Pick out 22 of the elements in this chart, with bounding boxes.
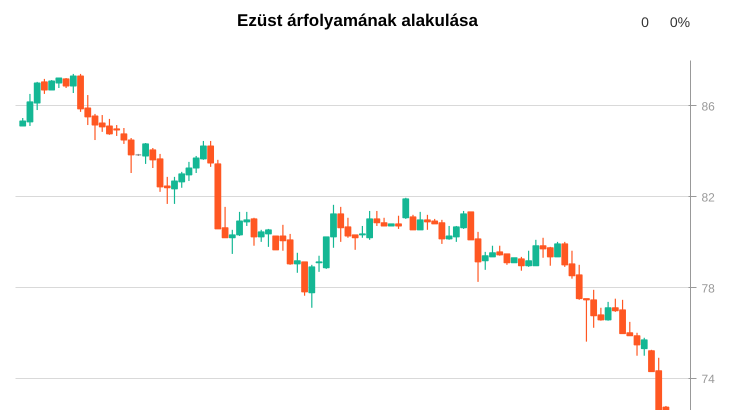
candlestick <box>402 197 410 220</box>
text: 0% <box>668 13 692 32</box>
candlestick <box>41 78 48 95</box>
candlestick <box>207 140 214 168</box>
candlestick <box>62 77 70 89</box>
candlestick <box>294 252 301 274</box>
candlestick <box>410 214 416 230</box>
candlestick <box>518 256 525 272</box>
candlestick <box>250 217 258 246</box>
y-tick-label: 82 <box>702 190 716 204</box>
candlestick <box>554 241 561 258</box>
y-tick-label: 86 <box>702 99 716 114</box>
candlestick <box>70 73 77 94</box>
y-tick-label: 78 <box>702 281 716 296</box>
candlestick <box>395 215 402 230</box>
y-tick-label: 74 <box>702 372 716 386</box>
candlestick <box>604 301 612 322</box>
candlestick <box>640 337 648 356</box>
candlestick <box>142 142 149 165</box>
text: 0 <box>640 13 650 32</box>
chart-title: Ezüst árfolyamának alakulása <box>237 11 478 30</box>
candlestick <box>416 211 424 230</box>
